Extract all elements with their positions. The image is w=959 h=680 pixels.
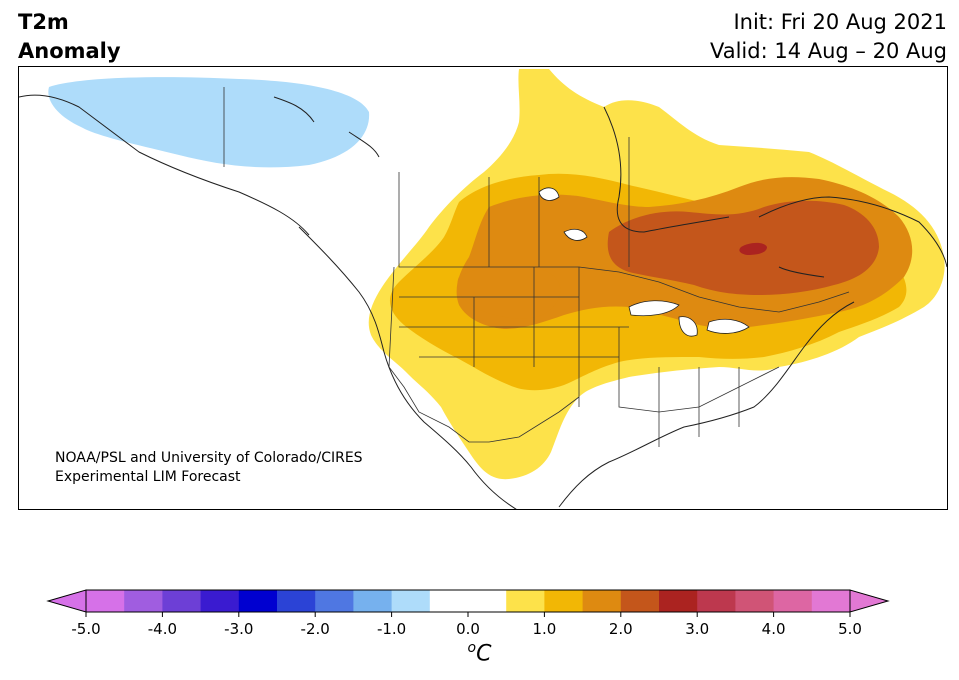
colorbar: -5.0 -4.0 -3.0 -2.0 -1.0 0.0 1.0 2.0 3.0 4.0 5.0: [46, 589, 890, 638]
colorbar-cell: [620, 590, 660, 612]
colorbar-cell: [811, 590, 851, 612]
map-canvas: [19, 69, 947, 509]
title-line-2: Anomaly: [18, 39, 121, 63]
title-line-1: T2m: [18, 10, 69, 34]
colorbar-cell: [238, 590, 278, 612]
unit-superscript: o: [467, 640, 477, 656]
colorbar-cell: [544, 590, 584, 612]
credit-line-2: Experimental LIM Forecast: [55, 469, 241, 485]
colorbar-tick-label: 1.0: [532, 620, 556, 638]
valid-range: Valid: 14 Aug – 20 Aug: [709, 39, 947, 63]
colorbar-ticks: -5.0 -4.0 -3.0 -2.0 -1.0 0.0 1.0 2.0 3.0 4.0 5.0: [71, 612, 862, 638]
colorbar-tick-label: -4.0: [148, 620, 177, 638]
colorbar-tick-label: -1.0: [377, 620, 406, 638]
colorbar-cell: [391, 590, 431, 612]
colorbar-cell: [659, 590, 698, 612]
colorbar-extend-min: [46, 589, 87, 613]
init-date: Init: Fri 20 Aug 2021: [733, 10, 947, 34]
colorbar-tick-label: 4.0: [762, 620, 786, 638]
warm-anomaly-20-region-west: [457, 265, 561, 319]
colorbar-tick-label: -2.0: [301, 620, 330, 638]
colorbar-cell: [735, 590, 775, 612]
lakes: [538, 187, 750, 337]
credit-line-1: NOAA/PSL and University of Colorado/CIRE…: [55, 450, 363, 466]
colorbar-cell: [582, 590, 622, 612]
cold-anomaly-region: [48, 77, 370, 168]
map-title: T2m Anomaly: [18, 8, 121, 66]
boundaries: [223, 87, 850, 447]
colorbar-cell: [124, 590, 163, 612]
colorbar-cell: [697, 590, 736, 612]
colorbar-cell: [277, 590, 316, 612]
colorbar-tick-label: -5.0: [71, 620, 100, 638]
colorbar-cell: [773, 590, 813, 612]
colorbar-tick-label: -3.0: [224, 620, 253, 638]
colorbar-cell: [200, 590, 240, 612]
warm-anomaly-30-region: [739, 242, 767, 255]
forecast-dates: Init: Fri 20 Aug 2021 Valid: 14 Aug – 20…: [710, 8, 947, 66]
colorbar-extend-max: [849, 589, 890, 613]
colorbar-tick-label: 0.0: [456, 620, 480, 638]
data-credit: NOAA/PSL and University of Colorado/CIRE…: [55, 449, 363, 487]
colorbar-unit: oC: [0, 640, 959, 666]
colorbar-cell: [353, 590, 393, 612]
colorbar-tick-label: 3.0: [685, 620, 709, 638]
colorbar-cell: [86, 590, 125, 612]
colorbar-tick-label: 5.0: [838, 620, 862, 638]
colorbar-cells: [46, 589, 890, 613]
anomaly-map: [18, 66, 948, 510]
colorbar-tick-label: 2.0: [609, 620, 633, 638]
colorbar-cell: [429, 590, 469, 612]
coastlines: [19, 94, 947, 509]
colorbar-cell: [315, 590, 354, 612]
colorbar-cell: [506, 590, 545, 612]
colorbar-cell: [468, 590, 507, 612]
colorbar-cell: [162, 590, 202, 612]
unit-label: C: [476, 641, 492, 667]
